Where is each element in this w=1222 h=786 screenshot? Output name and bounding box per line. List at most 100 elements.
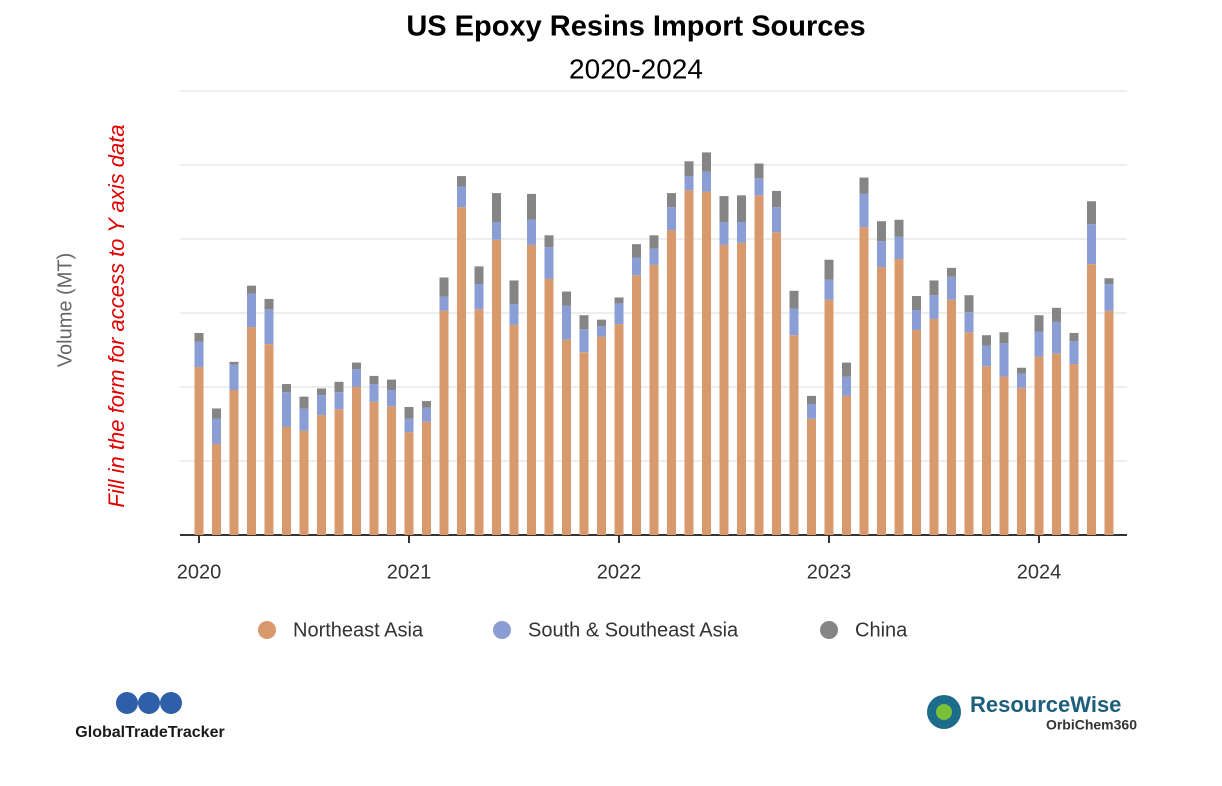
bar-segment <box>439 296 449 311</box>
logo-mark <box>936 704 952 720</box>
bar-segment <box>282 426 291 535</box>
legend-marker <box>493 621 511 639</box>
logo-text: ResourceWise <box>970 692 1121 717</box>
bar-segment <box>859 193 869 228</box>
bar-segment <box>1104 278 1114 285</box>
bar-segment <box>247 293 256 328</box>
bar-segment <box>754 163 764 179</box>
legend-label: Northeast Asia <box>293 619 424 641</box>
bar-segment <box>1017 367 1026 374</box>
bar-segment <box>842 376 851 396</box>
bar-segment <box>334 381 344 393</box>
bar-segment <box>877 267 886 535</box>
bar-segment <box>754 195 764 535</box>
bar-segment <box>982 335 991 346</box>
x-tick-label: 2022 <box>597 561 642 583</box>
bar-segment <box>632 244 641 258</box>
bar-segment <box>457 186 466 208</box>
bar-segment <box>457 207 466 535</box>
bar-segment <box>702 191 711 535</box>
bar-segment <box>1069 341 1079 365</box>
bar-segment <box>1087 224 1096 265</box>
bar-segment <box>1087 264 1096 535</box>
bar-segment <box>999 376 1009 535</box>
bar-segment <box>684 190 694 535</box>
bar-segment <box>264 309 274 345</box>
bar-segment <box>509 280 519 305</box>
bar-segment <box>964 332 974 535</box>
bar-segment <box>719 196 729 222</box>
bar-segment <box>194 341 204 368</box>
bar-segment <box>842 395 851 535</box>
logo-globe <box>160 692 182 714</box>
bar-segment <box>369 384 379 402</box>
bar-segment <box>807 418 816 535</box>
bar-segment <box>579 352 589 535</box>
bar-segment <box>492 239 501 536</box>
bar-segment <box>649 235 659 249</box>
bar-segment <box>877 241 886 268</box>
globaltradetracker-logo: GlobalTradeTracker <box>75 692 225 741</box>
bar-segment <box>352 362 361 370</box>
bar-segment <box>509 324 519 535</box>
bar-segment <box>824 279 834 300</box>
bar-segment <box>929 318 939 535</box>
bar-segment <box>894 236 904 259</box>
bar-segment <box>387 406 396 535</box>
bar-segment <box>422 401 431 408</box>
logo-globe <box>116 692 138 714</box>
bar-segment <box>667 207 676 231</box>
bar-segment <box>772 232 781 535</box>
bar-segment <box>299 430 309 535</box>
bar-segment <box>299 396 309 409</box>
bar-segment <box>964 312 974 333</box>
bar-segment <box>334 392 344 410</box>
bar-segment <box>1052 307 1061 322</box>
bar-segment <box>282 392 291 427</box>
bar-segment <box>369 401 379 535</box>
bar-segment <box>194 332 204 342</box>
bar-segment <box>562 305 571 340</box>
bar-segment <box>702 152 711 172</box>
bar-segment <box>352 369 361 387</box>
bar-segment <box>1034 315 1044 332</box>
bar-segment <box>614 303 624 325</box>
bar-segment <box>842 362 851 377</box>
bar-segment <box>1034 356 1044 535</box>
bar-segment <box>719 244 729 536</box>
bar-segment <box>894 219 904 237</box>
bar-segment <box>264 344 274 535</box>
bar-segment <box>544 247 554 279</box>
logo-globe <box>138 692 160 714</box>
bar-segment <box>719 221 729 245</box>
bar-segment <box>492 221 501 240</box>
bar-segment <box>492 193 501 222</box>
bar-segment <box>439 310 449 535</box>
bar-segment <box>1052 353 1061 535</box>
bar-segment <box>387 379 396 390</box>
x-tick-label: 2023 <box>807 561 852 583</box>
bar-segment <box>317 415 326 535</box>
bar-segment <box>474 309 484 535</box>
bar-segment <box>422 407 431 422</box>
bar-segment <box>929 280 939 296</box>
bar-segment <box>649 264 659 535</box>
logo-text: OrbiChem360 <box>1046 717 1137 733</box>
bar-segment <box>509 304 519 325</box>
bar-segment <box>702 171 711 192</box>
bar-segment <box>527 219 536 245</box>
bar-segment <box>999 332 1009 344</box>
bar-segment <box>597 336 606 535</box>
bar-segment <box>982 345 991 367</box>
bar-segment <box>737 242 746 535</box>
x-tick-label: 2020 <box>177 561 222 583</box>
chart-subtitle: 2020-2024 <box>569 53 703 84</box>
bar-segment <box>789 335 799 535</box>
bar-segment <box>404 418 414 433</box>
bar-segment <box>527 244 536 536</box>
bar-segment <box>894 258 904 535</box>
bar-segment <box>1069 364 1079 535</box>
bar-segment <box>772 207 781 233</box>
bar-segment <box>212 443 221 535</box>
